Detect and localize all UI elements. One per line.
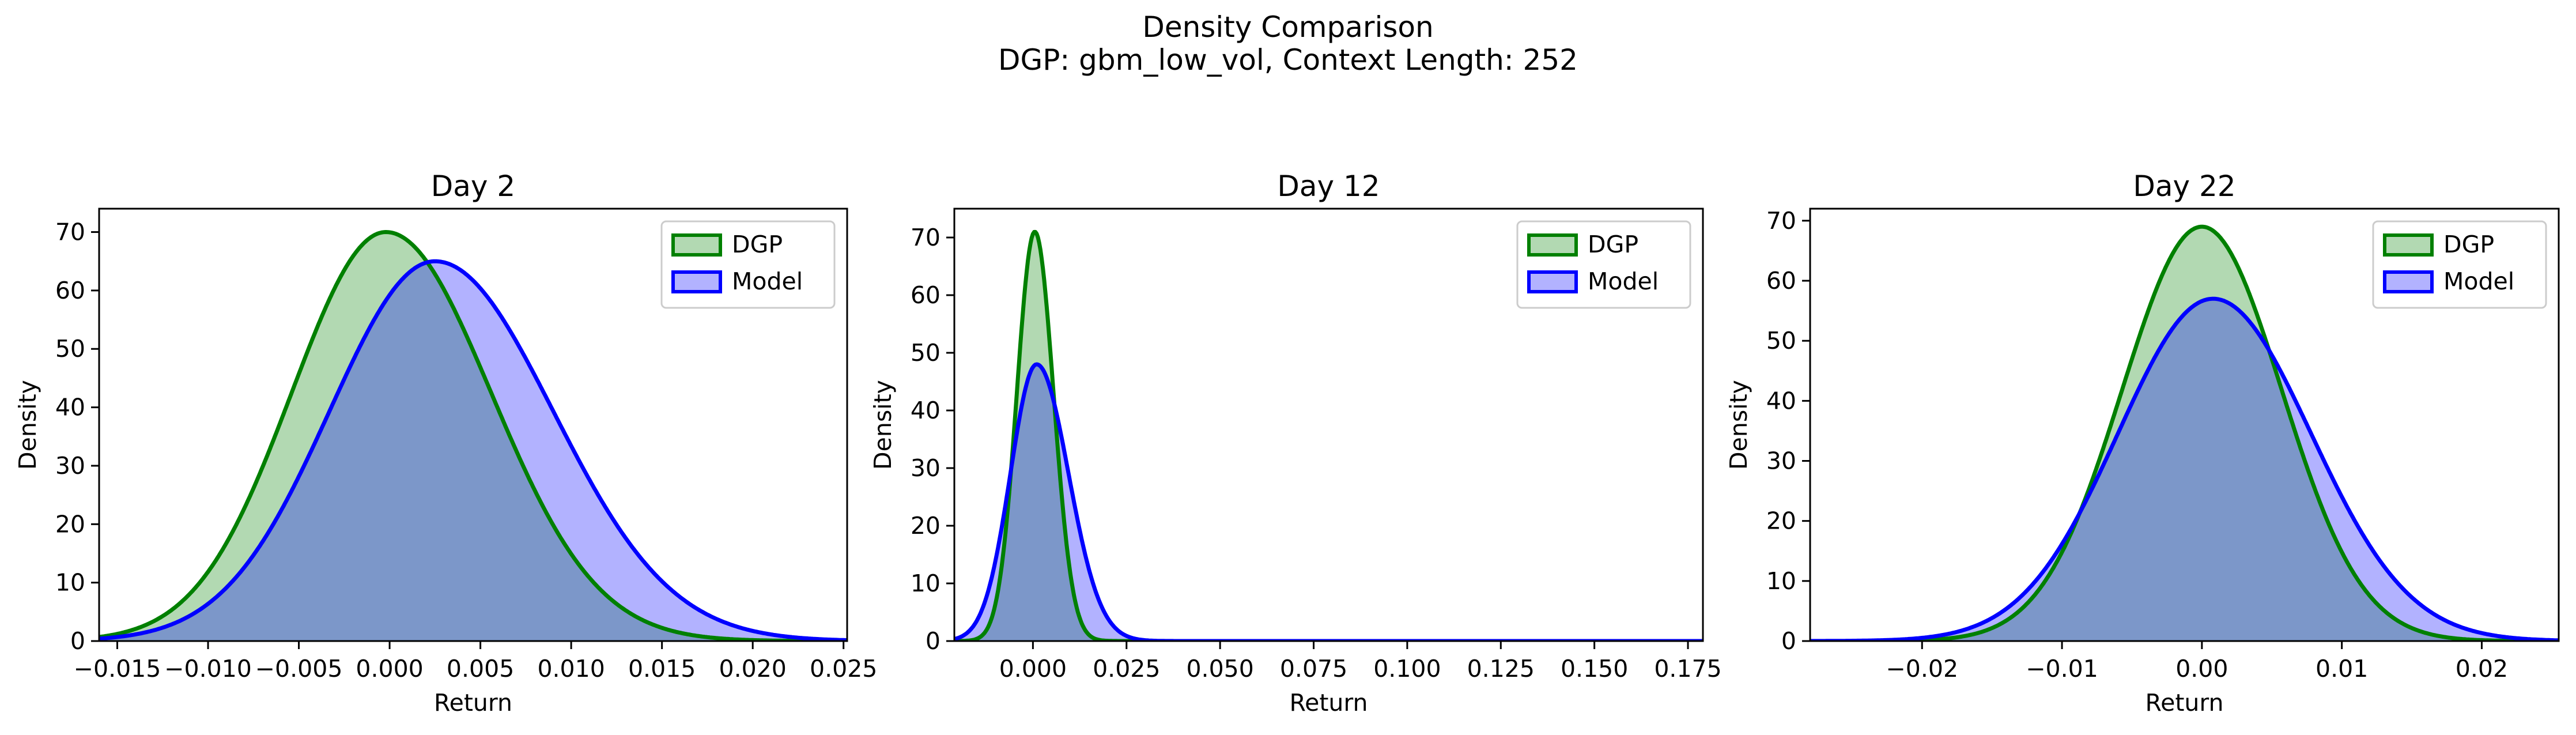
legend: DGP Model [2372,220,2547,309]
x-tick-label: −0.015 [74,655,161,683]
x-tick-label: −0.005 [255,655,343,683]
legend-label-dgp: DGP [2443,231,2494,258]
legend-swatch-dgp [671,233,722,257]
x-tick-label: 0.020 [719,655,786,683]
y-tick-label: 0 [926,627,940,655]
y-tick-label: 50 [55,335,85,363]
y-tick-label: 50 [1766,327,1796,355]
y-tick-label: 10 [1766,567,1796,595]
area-model [954,364,1703,641]
x-axis-label: Return [1289,689,1368,717]
area-dgp [99,232,847,641]
x-tick-label: 0.015 [628,655,696,683]
y-tick-label: 20 [911,512,940,540]
y-tick-label: 30 [911,454,940,482]
x-tick-label: 0.000 [356,655,423,683]
legend-label-dgp: DGP [732,231,783,258]
x-tick-label: −0.010 [164,655,252,683]
legend: DGP Model [1516,220,1691,309]
line-model [99,259,847,641]
axes-frame [953,208,1704,642]
y-tick-label: 0 [70,627,85,655]
x-tick-label: 0.050 [1186,655,1253,683]
area-dgp [1810,227,2559,641]
x-tick-label: 0.00 [2175,655,2228,683]
x-tick-label: 0.175 [1654,655,1721,683]
y-tick-label: 70 [911,224,940,251]
y-axis-label: Density [1725,380,1752,470]
line-dgp [954,229,1703,641]
y-tick-label: 50 [911,339,940,367]
legend-swatch-model [2383,270,2434,293]
y-tick-label: 40 [1766,387,1796,414]
subplot-title: Day 22 [2133,169,2235,203]
plot-area [99,230,847,641]
y-tick-label: 30 [55,452,85,480]
legend-label-dgp: DGP [1588,231,1638,258]
x-axis-label: Return [2145,689,2223,717]
figure-subtitle: DGP: gbm_low_vol, Context Length: 252 [998,43,1578,77]
line-dgp [99,230,847,641]
area-dgp [954,232,1703,641]
x-tick-label: 0.000 [999,655,1067,683]
y-tick-label: 70 [55,218,85,246]
y-tick-label: 60 [911,281,940,309]
legend-swatch-model [671,270,722,293]
legend-swatch-dgp [1527,233,1578,257]
x-tick-label: 0.025 [1093,655,1160,683]
x-tick-label: −0.01 [2026,655,2098,683]
plot-area [954,229,1703,641]
y-axis-label: Density [869,380,897,470]
legend-swatch-dgp [2383,233,2434,257]
line-model [1810,296,2559,641]
legend-box [1516,220,1691,309]
line-dgp [1810,224,2559,641]
y-tick-label: 10 [55,569,85,597]
area-model [1810,299,2559,641]
plot-area [1810,224,2559,641]
x-tick-label: 0.02 [2456,655,2508,683]
y-tick-label: 40 [55,394,85,421]
legend-label-model: Model [1588,267,1659,295]
axes-frame [1809,208,2560,642]
x-tick-label: 0.010 [537,655,605,683]
legend-label-model: Model [732,267,803,295]
y-tick-label: 60 [55,277,85,304]
axes-frame [98,208,848,642]
subplot-3: −0.02 −0.01 0.00 0.01 0.02 0 10 20 30 40 50 60 70 Day… [1725,169,2560,717]
y-tick-label: 40 [911,397,940,424]
y-tick-label: 10 [911,570,940,597]
y-tick-label: 30 [1766,447,1796,475]
legend-box [660,220,836,309]
legend: DGP Model [660,220,836,309]
y-tick-label: 20 [1766,507,1796,535]
legend-swatch-model [1527,270,1578,293]
legend-label-model: Model [2443,267,2514,295]
x-tick-label: 0.005 [447,655,514,683]
y-tick-label: 70 [1766,207,1796,235]
subplot-2: 0.000 0.025 0.050 0.075 0.100 0.125 0.150 0.175… [869,169,1722,717]
y-axis-label: Density [14,380,41,470]
subplot-title: Day 12 [1277,169,1380,203]
x-tick-label: 0.100 [1373,655,1441,683]
figure-title: Density Comparison [1142,10,1433,44]
x-tick-label: 0.01 [2316,655,2368,683]
subplot-title: Day 2 [431,169,515,203]
x-tick-label: 0.075 [1280,655,1347,683]
x-tick-label: 0.150 [1561,655,1628,683]
y-tick-label: 0 [1781,627,1796,655]
area-model [99,261,847,641]
legend-box [2372,220,2547,309]
y-tick-label: 60 [1766,267,1796,295]
x-tick-label: −0.02 [1886,655,1958,683]
x-tick-label: 0.125 [1467,655,1535,683]
y-tick-label: 20 [55,510,85,538]
subplot-1: −0.015 −0.010 −0.005 0.000 0.005 0.010 0.015 0.… [14,169,877,717]
x-tick-label: 0.025 [810,655,877,683]
x-axis-label: Return [434,689,512,717]
line-model [954,362,1703,641]
